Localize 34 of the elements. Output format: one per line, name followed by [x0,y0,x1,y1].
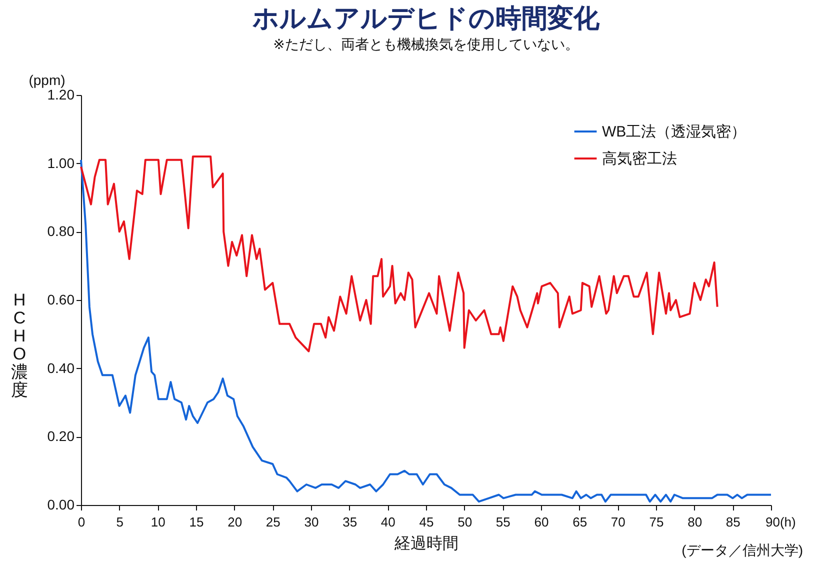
x-tick-label: 15 [189,514,204,530]
chart-subtitle: ※ただし、両者とも機械換気を使用していない。 [273,36,579,52]
x-tick-label: 85 [726,514,740,530]
x-axis-title: 経過時間 [394,534,458,552]
x-tick-label: 55 [496,514,510,530]
x-tick-label: 10 [150,514,166,530]
x-tick-label: 20 [228,514,242,530]
x-tick-label: 45 [419,514,434,530]
x-tick-label: 75 [649,514,664,530]
x-tick-label: 40 [380,514,396,530]
x-tick-label: 30 [304,514,319,530]
x-tick-label: 0 [78,514,86,530]
x-tick-label: 65 [572,514,588,530]
y-tick-label: 1.20 [47,86,75,102]
y-tick-label: 0.40 [47,360,75,376]
y-tick-label: 1.00 [47,154,75,171]
x-tick-label: 25 [266,514,280,530]
y-tick-label: 0.80 [47,223,75,240]
chart-title: ホルムアルデヒドの時間変化 [252,3,600,33]
x-tick-label: 35 [342,514,358,530]
y-tick-label: 0.60 [47,292,75,308]
y-tick-label: 0.20 [47,428,75,444]
y-axis-title: HCHO濃度 [11,290,28,400]
x-tick-label: 70 [610,514,626,530]
x-tick-label: 50 [458,514,472,530]
y-tick-label: 0.00 [47,496,75,512]
x-tick-label: 5 [116,514,124,530]
legend-label: WB工法（透湿気密） [602,124,746,140]
legend-label: 高気密工法 [602,150,677,168]
text: (ppm) [28,72,66,88]
x-tick-label: 90(h) [766,514,796,530]
x-tick-label: 60 [534,514,549,530]
x-tick-label: 80 [688,514,702,530]
text: (データ／信州大学) [682,542,803,558]
